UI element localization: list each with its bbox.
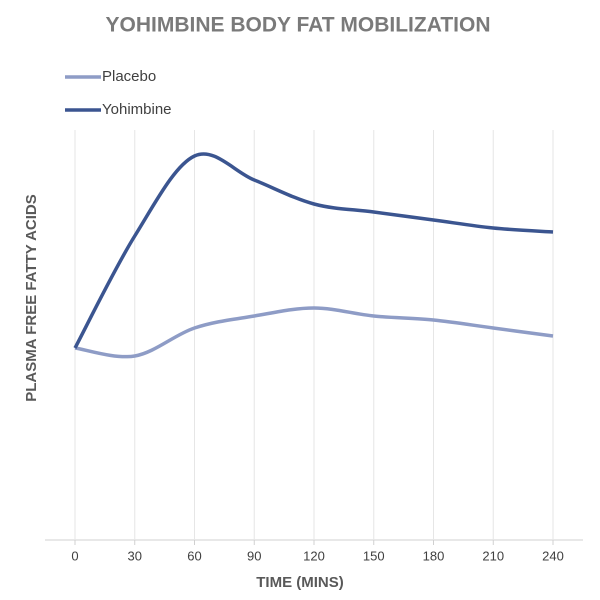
x-tick-label: 180 [423, 548, 445, 563]
x-tick-label: 210 [482, 548, 504, 563]
legend-label: Placebo [102, 68, 156, 85]
x-tick-label: 120 [303, 548, 325, 563]
x-axis-label: TIME (MINS) [256, 574, 344, 591]
line [74, 306, 554, 359]
x-tick-label: 90 [247, 548, 261, 563]
x-tick-label: 240 [542, 548, 564, 563]
x-tick-label: 30 [128, 548, 142, 563]
x-tick-label: 60 [187, 548, 201, 563]
chart-title: YOHIMBINE BODY FAT MOBILIZATION [106, 14, 491, 37]
y-axis-label: PLASMA FREE FATTY ACIDS [23, 194, 40, 402]
line [73, 152, 554, 349]
legend-label: Yohimbine [102, 101, 172, 118]
x-tick-label: 150 [363, 548, 385, 563]
x-tick-label: 0 [71, 548, 78, 563]
